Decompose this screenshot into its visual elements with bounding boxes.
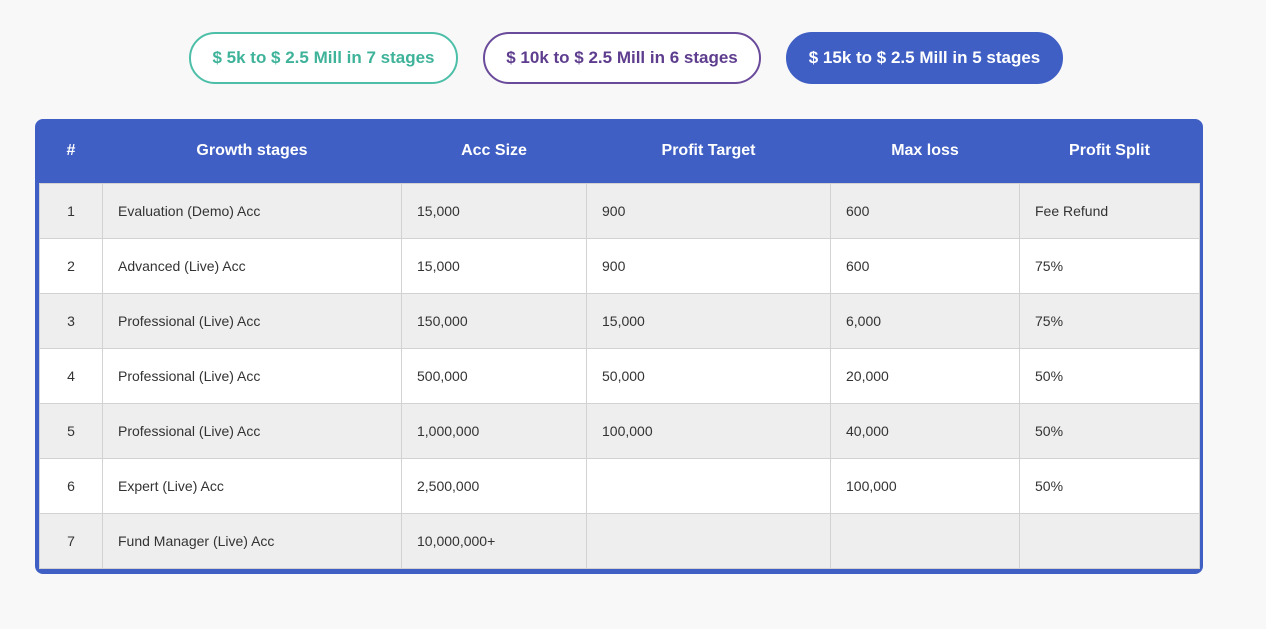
cell-number: 1 — [39, 183, 103, 239]
table-row: 3 Professional (Live) Acc 150,000 15,000… — [39, 293, 1200, 349]
cell-acc-size: 150,000 — [401, 293, 587, 349]
cell-number: 2 — [39, 238, 103, 294]
cell-acc-size: 500,000 — [401, 348, 587, 404]
cell-number: 7 — [39, 513, 103, 569]
header-acc-size: Acc Size — [461, 142, 527, 159]
growth-stages-table: # Growth stages Acc Size Profit Target M… — [39, 119, 1200, 569]
header-profit-target: Profit Target — [661, 142, 756, 159]
tab-5k-plan[interactable]: $ 5k to $ 2.5 Mill in 7 stages — [189, 32, 458, 84]
cell-profit-split: 50% — [1019, 348, 1200, 404]
growth-stages-table-container: # Growth stages Acc Size Profit Target M… — [35, 119, 1203, 574]
header-number: # — [66, 142, 76, 159]
table-row: 2 Advanced (Live) Acc 15,000 900 600 75% — [39, 238, 1200, 294]
table-row: 4 Professional (Live) Acc 500,000 50,000… — [39, 348, 1200, 404]
cell-growth-stage: Professional (Live) Acc — [102, 403, 402, 459]
cell-growth-stage: Expert (Live) Acc — [102, 458, 402, 514]
cell-profit-target: 900 — [586, 238, 831, 294]
cell-profit-target: 50,000 — [586, 348, 831, 404]
table-header-row: # Growth stages Acc Size Profit Target M… — [40, 119, 1200, 184]
cell-profit-target: 15,000 — [586, 293, 831, 349]
cell-profit-target: 900 — [586, 183, 831, 239]
header-growth-stages: Growth stages — [196, 142, 308, 159]
tab-10k-plan[interactable]: $ 10k to $ 2.5 Mill in 6 stages — [483, 32, 761, 84]
cell-profit-split — [1019, 513, 1200, 569]
cell-profit-split: 75% — [1019, 293, 1200, 349]
cell-profit-split: 50% — [1019, 458, 1200, 514]
cell-max-loss: 40,000 — [830, 403, 1020, 459]
cell-profit-split: Fee Refund — [1019, 183, 1200, 239]
cell-acc-size: 15,000 — [401, 183, 587, 239]
table-row: 1 Evaluation (Demo) Acc 15,000 900 600 F… — [39, 183, 1200, 239]
cell-max-loss — [830, 513, 1020, 569]
cell-growth-stage: Fund Manager (Live) Acc — [102, 513, 402, 569]
cell-max-loss: 600 — [830, 238, 1020, 294]
cell-acc-size: 1,000,000 — [401, 403, 587, 459]
cell-number: 3 — [39, 293, 103, 349]
cell-max-loss: 600 — [830, 183, 1020, 239]
cell-profit-target — [586, 513, 831, 569]
cell-growth-stage: Evaluation (Demo) Acc — [102, 183, 402, 239]
cell-acc-size: 2,500,000 — [401, 458, 587, 514]
cell-growth-stage: Professional (Live) Acc — [102, 348, 402, 404]
tab-15k-plan[interactable]: $ 15k to $ 2.5 Mill in 5 stages — [786, 32, 1063, 84]
cell-max-loss: 100,000 — [830, 458, 1020, 514]
cell-profit-target — [586, 458, 831, 514]
cell-max-loss: 20,000 — [830, 348, 1020, 404]
table-row: 6 Expert (Live) Acc 2,500,000 100,000 50… — [39, 458, 1200, 514]
cell-number: 6 — [39, 458, 103, 514]
cell-profit-split: 50% — [1019, 403, 1200, 459]
plan-tabs: $ 5k to $ 2.5 Mill in 7 stages $ 10k to … — [0, 32, 1266, 84]
cell-number: 4 — [39, 348, 103, 404]
table-row: 5 Professional (Live) Acc 1,000,000 100,… — [39, 403, 1200, 459]
cell-growth-stage: Professional (Live) Acc — [102, 293, 402, 349]
cell-profit-split: 75% — [1019, 238, 1200, 294]
cell-max-loss: 6,000 — [830, 293, 1020, 349]
cell-acc-size: 15,000 — [401, 238, 587, 294]
cell-profit-target: 100,000 — [586, 403, 831, 459]
cell-acc-size: 10,000,000+ — [401, 513, 587, 569]
header-profit-split: Profit Split — [1069, 142, 1150, 159]
header-max-loss: Max loss — [891, 142, 959, 159]
cell-number: 5 — [39, 403, 103, 459]
table-row: 7 Fund Manager (Live) Acc 10,000,000+ — [39, 513, 1200, 569]
cell-growth-stage: Advanced (Live) Acc — [102, 238, 402, 294]
